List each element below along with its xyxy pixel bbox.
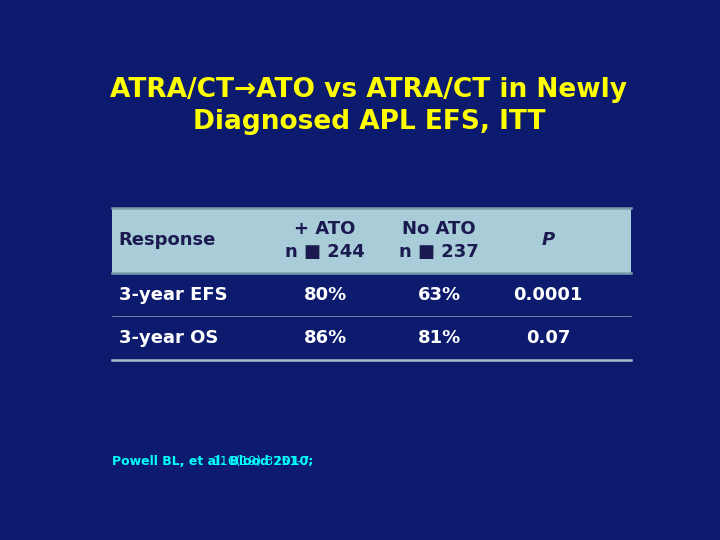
Text: 116(19):3751-7: 116(19):3751-7 — [212, 455, 310, 468]
FancyBboxPatch shape — [112, 273, 631, 316]
Text: 0.07: 0.07 — [526, 329, 570, 347]
Text: No ATO
n ■ 237: No ATO n ■ 237 — [400, 220, 479, 261]
Text: 81%: 81% — [418, 329, 461, 347]
Text: 80%: 80% — [303, 286, 347, 303]
Text: ATRA/CT→ATO vs ATRA/CT in Newly
Diagnosed APL EFS, ITT: ATRA/CT→ATO vs ATRA/CT in Newly Diagnose… — [110, 77, 628, 136]
Text: 63%: 63% — [418, 286, 461, 303]
Text: 86%: 86% — [303, 329, 347, 347]
Text: Powell BL, et al. Blood 2010;: Powell BL, et al. Blood 2010; — [112, 455, 314, 468]
Text: Response: Response — [119, 232, 216, 249]
Text: 0.0001: 0.0001 — [513, 286, 583, 303]
Text: 3-year EFS: 3-year EFS — [119, 286, 228, 303]
Text: + ATO
n ■ 244: + ATO n ■ 244 — [285, 220, 365, 261]
Text: P: P — [541, 232, 555, 249]
Text: 3-year OS: 3-year OS — [119, 329, 218, 347]
FancyBboxPatch shape — [112, 208, 631, 273]
FancyBboxPatch shape — [112, 316, 631, 360]
